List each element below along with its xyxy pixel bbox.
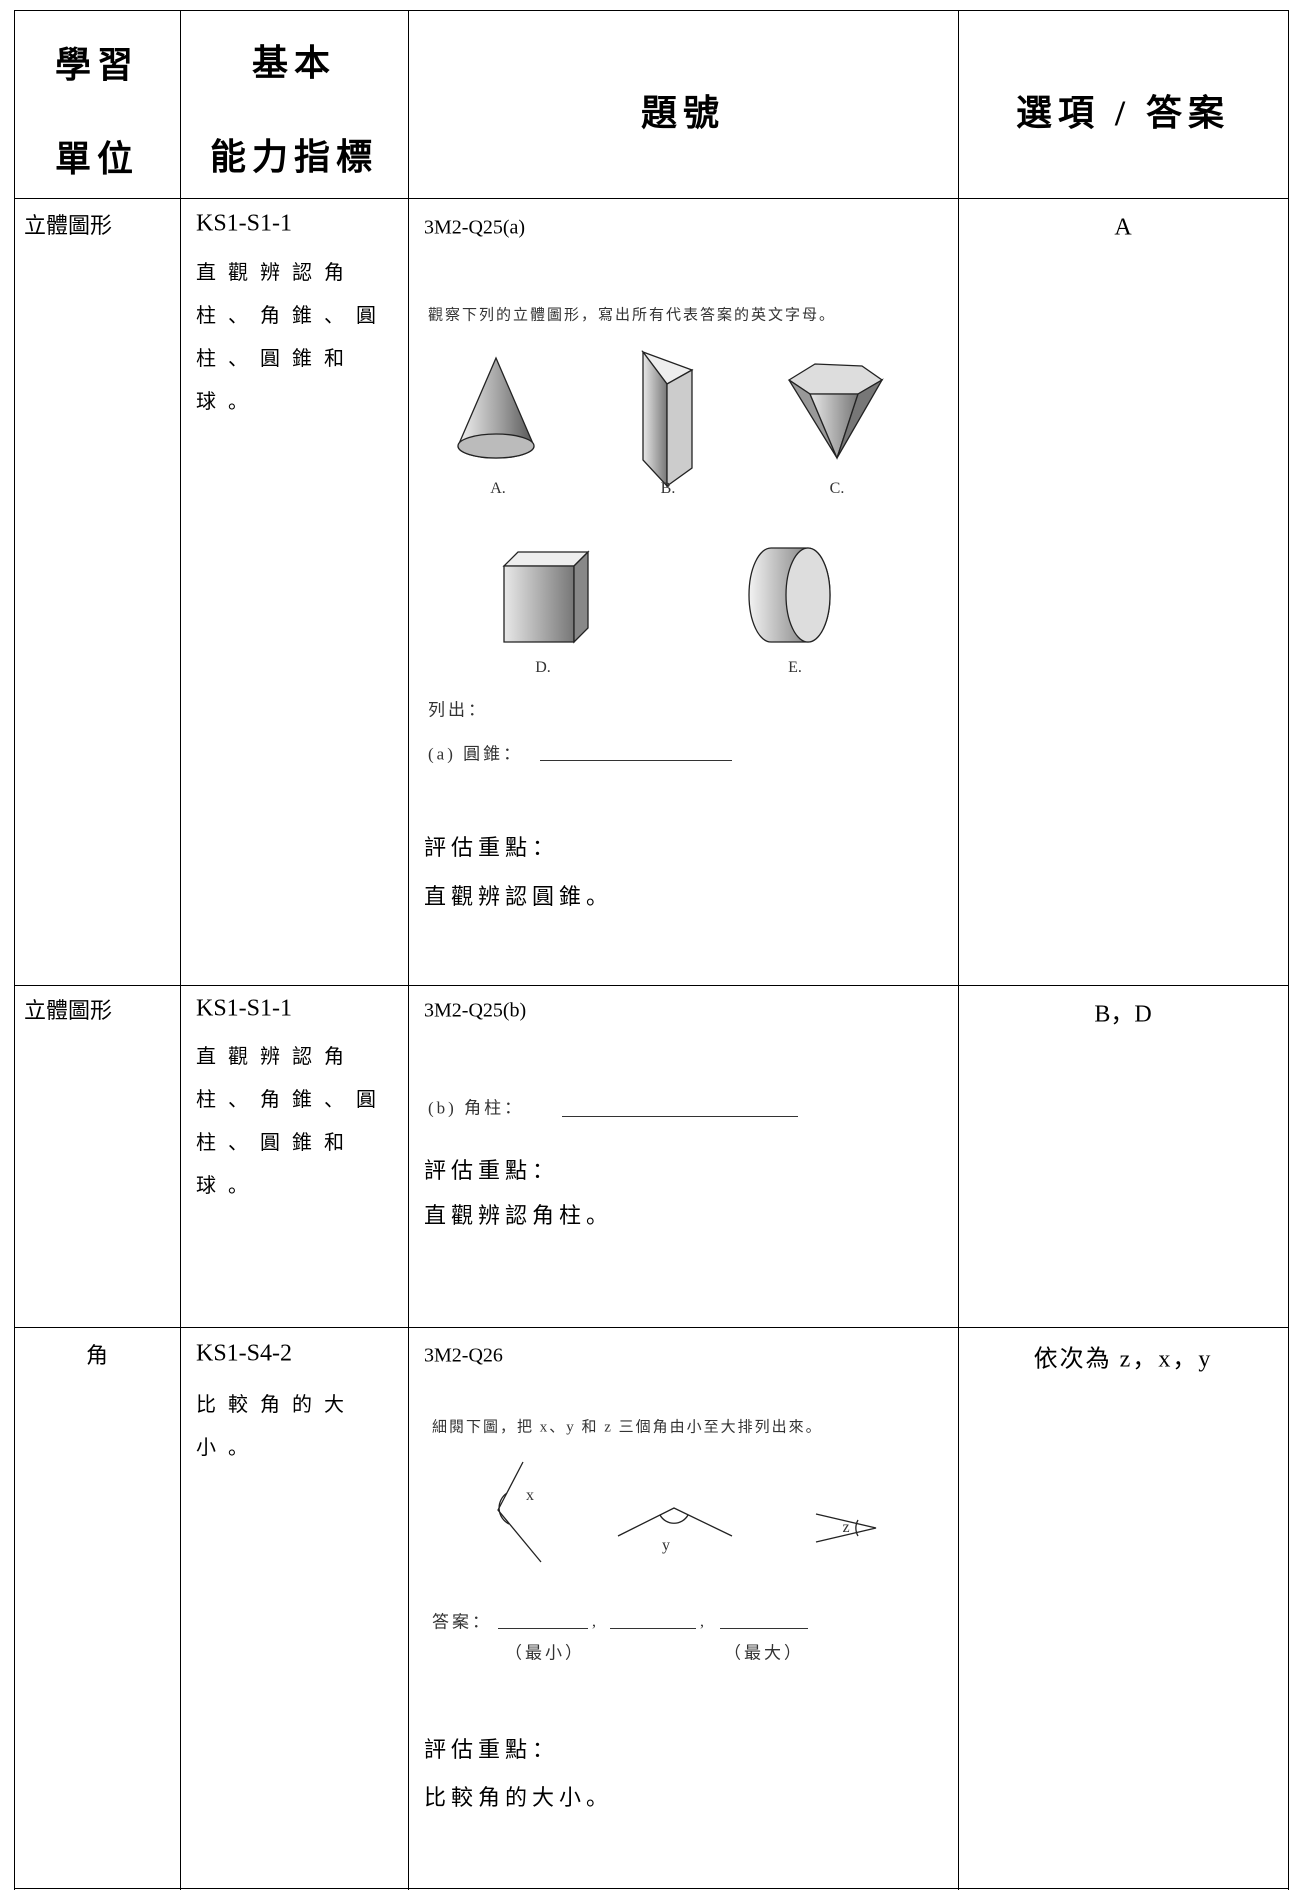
focus: 直觀辨認圓錐。 [424,884,614,909]
focus: 直觀辨認角柱。 [424,1203,614,1228]
code: KS1-S1-1 [196,995,293,1022]
prompt: (a) 圓錐： [428,744,524,764]
focus: 比較角的大小。 [424,1785,614,1810]
shape-label: D. [535,659,551,676]
focus-label: 評估重點： [424,1737,560,1762]
table-border [180,10,181,1890]
prompt: (b) 角柱： [428,1098,525,1118]
angle-label: z [842,1519,850,1536]
table-border [14,1327,1289,1328]
angle-label: y [662,1537,670,1554]
code: KS1-S1-1 [196,210,293,237]
table-border [958,10,959,1890]
indicator: 比較角的大小。 [196,1394,356,1459]
hint: （最小） [505,1643,585,1663]
header-text: 能力指標 [209,137,379,177]
shape-label: B. [660,480,676,497]
table-border [14,10,1289,11]
table-border [1288,10,1289,1890]
header-text: 單位 [54,139,140,179]
header-text: 選項 / 答案 [1015,93,1231,133]
header-text: 學習 [54,45,140,85]
header-text: 題號 [640,93,726,133]
answer-blank [720,1628,808,1629]
shape-label: C. [829,480,845,497]
header-text: 基本 [251,43,337,83]
answer-blank [540,760,732,761]
question-id: 3M2-Q26 [424,1344,503,1367]
indicator: 直觀辨認角柱、角錐、圓柱、圓錐和球。 [196,262,388,413]
shape-label: E. [788,659,802,676]
answer-label: 答案： [432,1612,492,1632]
table-border [14,985,1289,986]
answer-blank [562,1116,798,1117]
code: KS1-S4-2 [196,1340,293,1367]
answer-blank [610,1628,696,1629]
table-border [14,1888,1289,1889]
question-id: 3M2-Q25(a) [424,216,526,239]
answer: B，D [1094,1001,1152,1028]
unit: 立體圖形 [24,998,113,1023]
table-border [14,198,1289,199]
hint: （最大） [724,1643,804,1663]
answer: 依次為 z，x，y [1033,1346,1213,1373]
question-id: 3M2-Q25(b) [424,999,527,1022]
answer-blank [498,1628,588,1629]
instruction: 細閱下圖，把 x、y 和 z 三個角由小至大排列出來。 [432,1419,823,1436]
focus-label: 評估重點： [424,1158,560,1183]
unit: 立體圖形 [24,213,113,238]
angle-label: x [526,1487,534,1504]
indicator: 直觀辨認角柱、角錐、圓柱、圓錐和球。 [196,1046,388,1197]
answer: A [1114,214,1132,241]
separator: , [700,1613,704,1630]
instruction: 觀察下列的立體圖形，寫出所有代表答案的英文字母。 [428,307,837,324]
focus-label: 評估重點： [424,835,560,860]
list-label: 列出： [428,700,488,720]
separator: , [592,1613,596,1630]
table-border [408,10,409,1890]
table-border [14,10,15,1890]
unit: 角 [85,1343,109,1368]
shape-label: A. [490,480,506,497]
